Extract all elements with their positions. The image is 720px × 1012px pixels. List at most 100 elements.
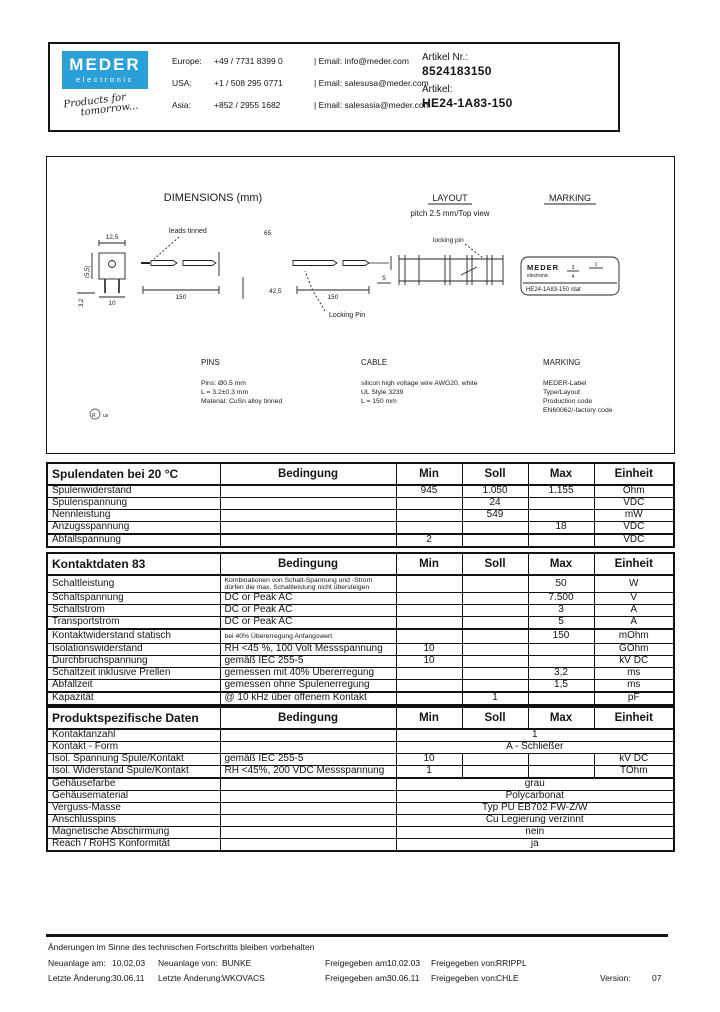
footer-value: RRIPPL bbox=[496, 958, 527, 968]
contact-email: | Email: salesusa@meder.com bbox=[314, 78, 429, 88]
param-condition bbox=[219, 533, 397, 548]
param-label: Isol. Spannung Spule/Kontakt bbox=[46, 753, 221, 766]
param-max: 5 bbox=[527, 616, 595, 630]
article-number-label: Artikel Nr.: bbox=[422, 52, 469, 63]
contact-row-asia: Asia: +852 / 2955 1682 | Email: salesasia@… bbox=[172, 100, 431, 110]
param-einheit: pF bbox=[593, 691, 675, 706]
footer-label: Neuanlage am: bbox=[48, 958, 106, 968]
column-header: Einheit bbox=[593, 462, 675, 486]
footer-divider bbox=[46, 934, 668, 937]
param-soll bbox=[461, 592, 529, 605]
footer-version-value: 07 bbox=[652, 973, 662, 983]
contact-row-usa: USA: +1 / 508 295 0771 | Email: salesusa@m… bbox=[172, 78, 429, 88]
marking-line: MEDER-Label bbox=[543, 380, 587, 387]
dim-body-width: 12,5 bbox=[106, 234, 119, 241]
param-condition: DC or Peak AC bbox=[219, 592, 397, 605]
article-number: 8524183150 bbox=[422, 64, 492, 78]
footer-version-label: Version: bbox=[600, 973, 631, 983]
table-row: Reach / RoHS Konformität ja bbox=[46, 838, 675, 852]
footer-label: Freigegeben am: bbox=[325, 958, 390, 968]
table-title: Spulendaten bei 20 °C bbox=[46, 462, 221, 486]
table-row: Spulenspannung 24 VDC bbox=[46, 497, 675, 510]
param-einheit: A bbox=[593, 604, 675, 617]
footer-label: Neuanlage von: bbox=[158, 958, 218, 968]
param-min: 945 bbox=[395, 484, 463, 498]
lead-wire-left: leads tinned 150 bbox=[141, 228, 220, 301]
column-header: Soll bbox=[461, 552, 529, 576]
param-soll bbox=[461, 604, 529, 617]
param-min bbox=[395, 616, 463, 630]
disclaimer-text: Änderungen im Sinne des technischen Fort… bbox=[48, 942, 315, 952]
cable-line: silicon high voltage wire AWG20, white bbox=[361, 380, 478, 387]
locking-pin-label: Locking Pin bbox=[329, 312, 365, 319]
marking-frac-bottom: 4 bbox=[572, 274, 575, 280]
param-value: ja bbox=[395, 838, 675, 852]
param-einheit: ms bbox=[593, 679, 675, 693]
param-label: Spulenspannung bbox=[46, 497, 221, 510]
param-soll bbox=[461, 679, 529, 693]
table-row: Durchbruchspannung gemäß IEC 255-5 10 kV DC bbox=[46, 655, 675, 668]
layout-title: LAYOUT bbox=[432, 193, 468, 203]
dim-lead-right: 150 bbox=[328, 294, 339, 301]
param-condition bbox=[219, 802, 397, 815]
dimensions-title: DIMENSIONS (mm) bbox=[164, 192, 262, 204]
param-label: Isolationswiderstand bbox=[46, 643, 221, 656]
pins-title: PINS bbox=[201, 358, 220, 367]
param-min bbox=[395, 509, 463, 522]
param-label: Anzugsspannung bbox=[46, 521, 221, 535]
param-max: 150 bbox=[527, 628, 595, 644]
table-row: Kapazität @ 10 kHz über offenem Kontakt 1 p… bbox=[46, 691, 675, 706]
footer-row-modified: Letzte Änderung: 30.06.11 Letzte Änderun… bbox=[0, 973, 720, 985]
pins-spec: PINS Pins: Ø0.5 mm L = 3.2±0.3 mm Materi… bbox=[201, 358, 282, 405]
svg-text:R: R bbox=[92, 413, 96, 419]
param-min: 1 bbox=[395, 765, 463, 779]
param-max bbox=[527, 655, 595, 668]
param-condition: gemessen mit 40% Übererregung bbox=[219, 667, 397, 680]
param-max: 50 bbox=[527, 574, 595, 593]
drawing-svg: DIMENSIONS (mm) 12,5 (5,5) 10 3,2 bbox=[77, 192, 620, 420]
footer-value: 30.06.11 bbox=[387, 973, 420, 983]
param-soll: 24 bbox=[461, 497, 529, 510]
table-row: Isol. Spannung Spule/Kontakt gemäß IEC 25… bbox=[46, 753, 675, 766]
table-row: Abfallzeit gemessen ohne Spulenerregung 1,… bbox=[46, 679, 675, 693]
table-row: Anschlusspins Cu Legierung verzinnt bbox=[46, 814, 675, 827]
param-label: Anschlusspins bbox=[46, 814, 221, 827]
param-soll: 549 bbox=[461, 509, 529, 522]
param-einheit: A bbox=[593, 616, 675, 630]
param-max bbox=[527, 509, 595, 522]
table-header-row: Produktspezifische Daten Bedingung Min Soll… bbox=[46, 706, 675, 730]
param-soll bbox=[461, 616, 529, 630]
param-value: Typ PU EB702 FW-Z/W bbox=[395, 802, 675, 815]
param-einheit: TOhm bbox=[593, 765, 675, 779]
footer-label: Freigegeben von: bbox=[431, 973, 498, 983]
marking-type-line: HE24-1A83-150 /dat bbox=[526, 287, 581, 293]
column-header: Soll bbox=[461, 462, 529, 486]
cable-title: CABLE bbox=[361, 358, 387, 367]
param-min: 10 bbox=[395, 655, 463, 668]
param-condition bbox=[219, 838, 397, 852]
param-label: Gehäusefarbe bbox=[46, 777, 221, 791]
relay-side-view: 12,5 (5,5) 10 3,2 bbox=[77, 234, 126, 307]
param-condition: DC or Peak AC bbox=[219, 604, 397, 617]
param-max bbox=[527, 533, 595, 548]
param-min: 2 bbox=[395, 533, 463, 548]
param-condition bbox=[219, 741, 397, 754]
column-header: Soll bbox=[461, 706, 529, 730]
cable-line: L = 150 mm bbox=[361, 398, 397, 405]
param-condition: gemäß IEC 255-5 bbox=[219, 655, 397, 668]
param-max bbox=[527, 765, 595, 779]
param-max bbox=[527, 497, 595, 510]
dim-body-height: (5,5) bbox=[85, 266, 91, 278]
param-label: Kontaktwiderstand statisch bbox=[46, 628, 221, 644]
param-label: Isol. Widerstand Spule/Kontakt bbox=[46, 765, 221, 779]
column-header: Bedingung bbox=[219, 552, 397, 576]
contact-phone: +852 / 2955 1682 bbox=[214, 100, 281, 110]
contact-region: Asia: bbox=[172, 100, 191, 110]
param-condition bbox=[219, 521, 397, 535]
param-max: 3 bbox=[527, 604, 595, 617]
param-max bbox=[527, 691, 595, 706]
param-label: Reach / RoHS Konformität bbox=[46, 838, 221, 852]
param-min bbox=[395, 667, 463, 680]
column-header: Min bbox=[395, 462, 463, 486]
spulendaten-table: Spulendaten bei 20 °C Bedingung Min Soll Max… bbox=[46, 462, 675, 548]
